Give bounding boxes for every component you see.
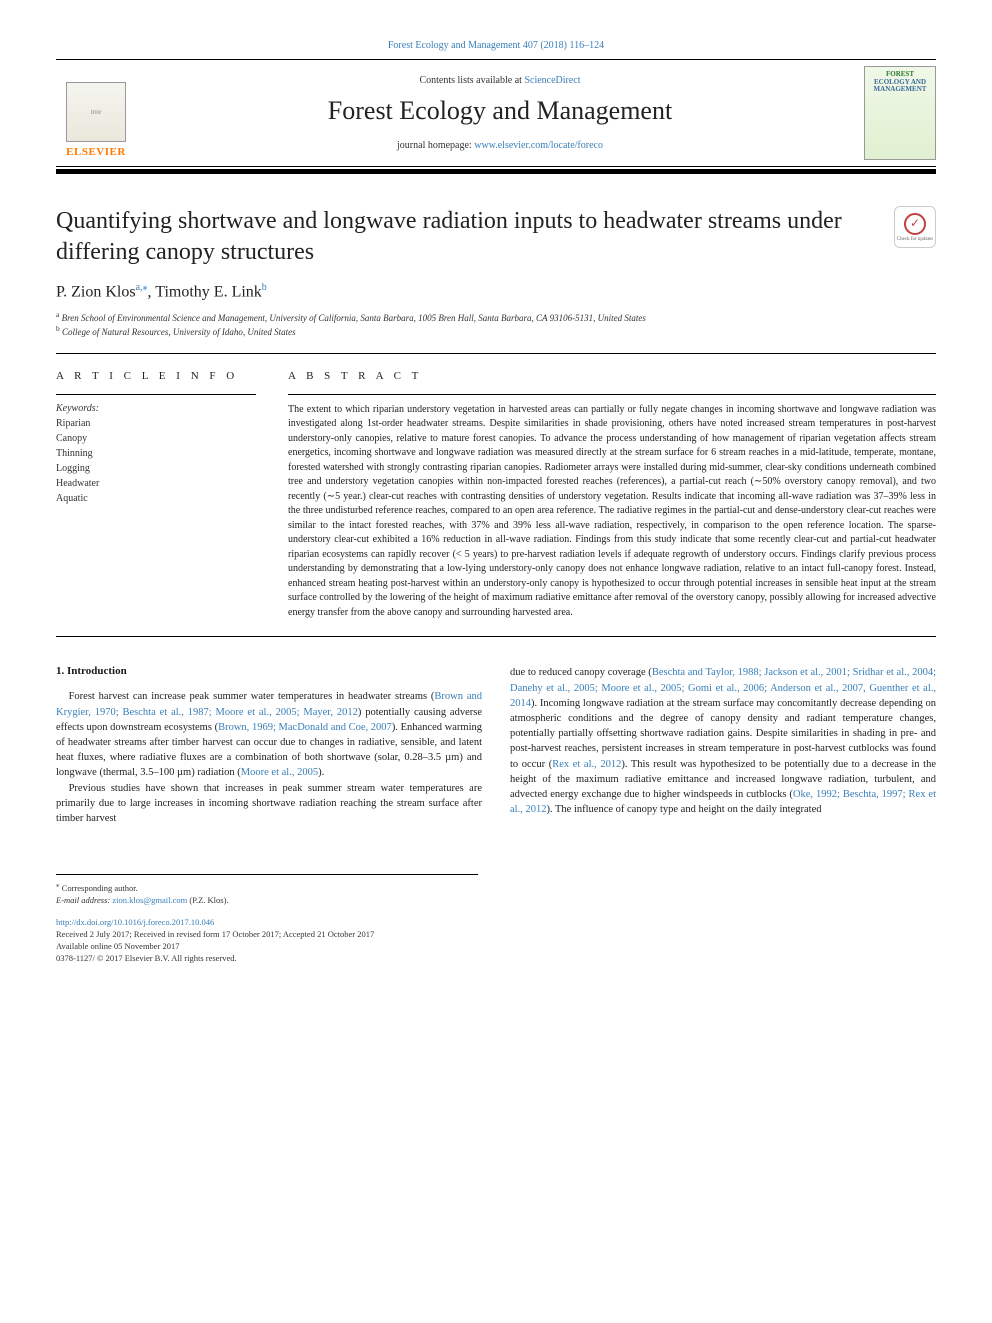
citation-link[interactable]: Brown, 1969; MacDonald and Coe, 2007 [218,722,392,733]
article-info: A R T I C L E I N F O Keywords: Riparian… [56,370,256,621]
authors: P. Zion Klosa,⁎, Timothy E. Linkb [56,282,936,301]
top-citation: Forest Ecology and Management 407 (2018)… [56,40,936,51]
homepage-prefix: journal homepage: [397,140,474,151]
email-suffix: (P.Z. Klos). [187,895,228,905]
citation-link[interactable]: Rex et al., 2012 [552,759,621,770]
journal-cover: FOREST ECOLOGY AND MANAGEMENT [864,66,936,160]
journal-header: tree ELSEVIER Contents lists available a… [56,59,936,167]
journal-title: Forest Ecology and Management [152,96,848,126]
author-1-aff[interactable]: a, [136,282,143,293]
divider-top [56,353,936,354]
body-columns: 1. Introduction Forest harvest can incre… [56,665,936,826]
affiliations: a Bren School of Environmental Science a… [56,310,936,339]
keyword: Headwater [56,476,256,491]
section-1-heading: 1. Introduction [56,665,482,677]
elsevier-tree-icon: tree [66,82,126,142]
contents-line: Contents lists available at ScienceDirec… [152,75,848,86]
email-link[interactable]: zion.klos@gmail.com [112,895,187,905]
available-line: Available online 05 November 2017 [56,941,936,953]
thick-rule [56,169,936,174]
keyword: Riparian [56,416,256,431]
author-2: , Timothy E. Link [148,284,262,301]
body-col-left: 1. Introduction Forest harvest can incre… [56,665,482,826]
info-subrule [56,394,256,395]
contents-prefix: Contents lists available at [419,75,524,86]
divider-bottom [56,636,936,637]
sciencedirect-link[interactable]: ScienceDirect [524,75,580,86]
keyword: Thinning [56,446,256,461]
elsevier-label: ELSEVIER [66,146,126,158]
check-updates-badge[interactable]: ✓ Check for updates [894,206,936,248]
body-col-right: due to reduced canopy coverage (Beschta … [510,665,936,826]
cover-line-3: MANAGEMENT [874,86,927,94]
received-line: Received 2 July 2017; Received in revise… [56,929,936,941]
body-paragraph: Forest harvest can increase peak summer … [56,689,482,780]
copyright-line: 0378-1127/ © 2017 Elsevier B.V. All righ… [56,953,936,965]
abstract-text: The extent to which riparian understory … [288,403,936,621]
corresponding-footer: ⁎ Corresponding author. E-mail address: … [56,874,478,907]
bookmark-check-icon: ✓ [904,213,926,235]
body-paragraph: due to reduced canopy coverage (Beschta … [510,665,936,817]
citation-link[interactable]: Moore et al., 2005 [241,767,318,778]
keywords-label: Keywords: [56,403,256,414]
check-badge-text: Check for updates [897,237,933,242]
article-info-heading: A R T I C L E I N F O [56,370,256,382]
article-title: Quantifying shortwave and longwave radia… [56,206,874,268]
abstract-subrule [288,394,936,395]
affiliation-b: b College of Natural Resources, Universi… [56,324,936,339]
keyword: Logging [56,461,256,476]
keyword: Canopy [56,431,256,446]
doi-link[interactable]: http://dx.doi.org/10.1016/j.foreco.2017.… [56,917,214,927]
affiliation-a: a Bren School of Environmental Science a… [56,310,936,325]
keyword: Aquatic [56,491,256,506]
homepage-link[interactable]: www.elsevier.com/locate/foreco [474,140,603,151]
homepage-line: journal homepage: www.elsevier.com/locat… [152,140,848,151]
author-2-aff[interactable]: b [262,282,267,293]
author-1: P. Zion Klos [56,284,136,301]
doi-block: http://dx.doi.org/10.1016/j.foreco.2017.… [56,917,936,965]
elsevier-logo: tree ELSEVIER [56,68,136,158]
abstract: A B S T R A C T The extent to which ripa… [288,370,936,621]
abstract-heading: A B S T R A C T [288,370,936,382]
body-paragraph: Previous studies have shown that increas… [56,781,482,827]
email-label: E-mail address: [56,895,112,905]
corr-text: Corresponding author. [60,883,138,893]
keywords-list: Riparian Canopy Thinning Logging Headwat… [56,416,256,506]
